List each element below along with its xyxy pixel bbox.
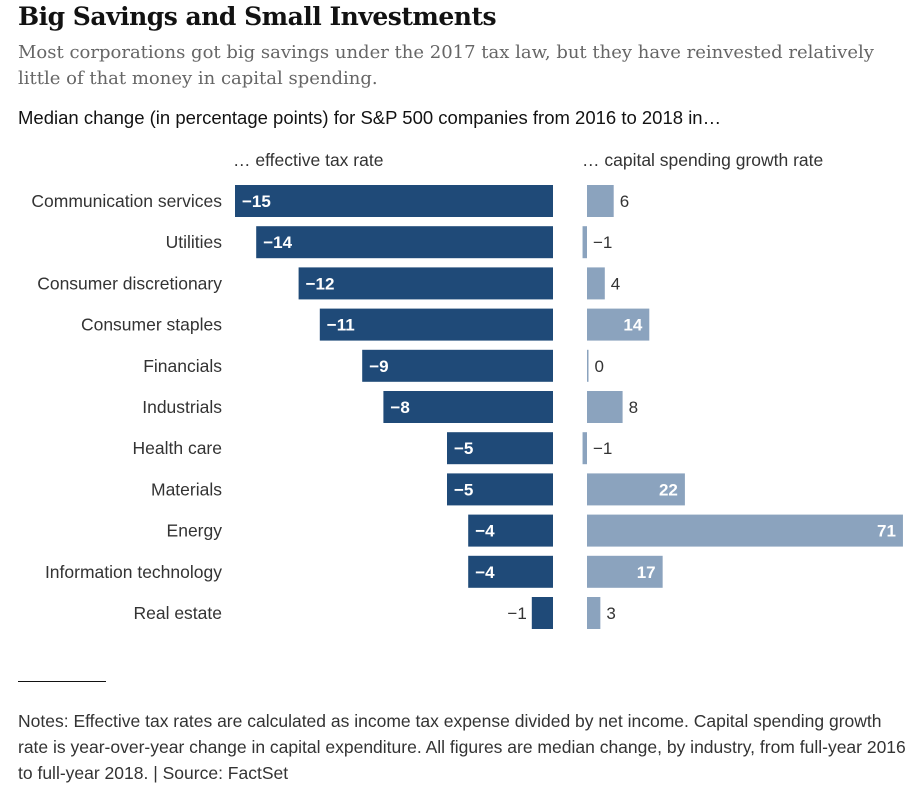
bar-capex: [587, 597, 601, 629]
data-label-capex: 8: [629, 398, 638, 417]
bar-capex: [587, 473, 685, 506]
data-label-tax-rate: −11: [327, 316, 355, 335]
series-header-tax-rate: … effective tax rate: [233, 150, 383, 170]
bar-tax-rate: [362, 349, 553, 382]
chart-subtitle: Most corporations got big savings under …: [18, 42, 874, 89]
category-label: Energy: [167, 521, 223, 541]
series-header-capex: … capital spending growth rate: [582, 150, 823, 170]
chart-title: Big Savings and Small Investments: [18, 2, 497, 31]
bar-tax-rate: [235, 185, 553, 217]
chart-notes: Notes: Effective tax rates are calculate…: [18, 711, 906, 783]
bar-tax-rate: [298, 267, 553, 300]
bar-capex: [582, 226, 587, 259]
bar-tax-rate: [447, 473, 553, 506]
data-label-capex: 4: [611, 274, 620, 293]
data-label-capex: −1: [593, 439, 612, 458]
category-label: Consumer discretionary: [37, 273, 222, 293]
bar-capex: [587, 185, 614, 217]
data-label-tax-rate: −1: [507, 604, 526, 623]
category-label: Health care: [133, 438, 223, 458]
data-label-tax-rate: −12: [306, 274, 335, 293]
bar-tax-rate: [447, 432, 553, 465]
bar-tax-rate: [468, 555, 553, 588]
data-label-tax-rate: −5: [454, 439, 473, 458]
bar-capex: [587, 555, 663, 588]
chart-heading: Median change (in percentage points) for…: [18, 107, 722, 128]
data-label-tax-rate: −8: [390, 398, 409, 417]
bar-tax-rate: [468, 514, 553, 547]
data-label-tax-rate: −14: [263, 233, 292, 252]
bar-capex: [587, 514, 903, 547]
bar-tax-rate: [256, 226, 553, 259]
category-label: Financials: [143, 356, 222, 376]
category-label: Information technology: [45, 562, 222, 582]
data-label-capex: 17: [637, 563, 656, 582]
data-label-tax-rate: −4: [475, 563, 495, 582]
bar-capex: [587, 267, 605, 300]
bar-tax-rate: [531, 597, 553, 629]
data-label-capex: −1: [593, 233, 612, 252]
data-label-tax-rate: −5: [454, 480, 473, 499]
data-label-tax-rate: −9: [369, 357, 388, 376]
notes-divider: [18, 681, 106, 682]
data-label-capex: 71: [877, 522, 896, 541]
data-label-tax-rate: −15: [242, 192, 271, 211]
data-label-capex: 14: [623, 316, 642, 335]
bar-capex: [587, 349, 589, 382]
category-label: Materials: [151, 479, 222, 499]
bar-tax-rate: [319, 308, 553, 341]
data-label-capex: 3: [606, 604, 615, 623]
data-label-tax-rate: −4: [475, 522, 495, 541]
category-label: Communication services: [31, 191, 222, 211]
bar-capex: [582, 432, 587, 465]
bar-capex: [587, 391, 623, 423]
bar-capex: [587, 308, 650, 341]
data-label-capex: 6: [620, 192, 629, 211]
category-label: Utilities: [166, 232, 223, 252]
bar-tax-rate: [383, 391, 553, 423]
category-label: Real estate: [133, 603, 222, 623]
category-label: Consumer staples: [81, 315, 222, 335]
data-label-capex: 22: [659, 480, 678, 499]
bar-chart: … effective tax rate … capital spending g…: [31, 150, 903, 629]
data-label-capex: 0: [595, 357, 604, 376]
category-label: Industrials: [142, 397, 222, 417]
